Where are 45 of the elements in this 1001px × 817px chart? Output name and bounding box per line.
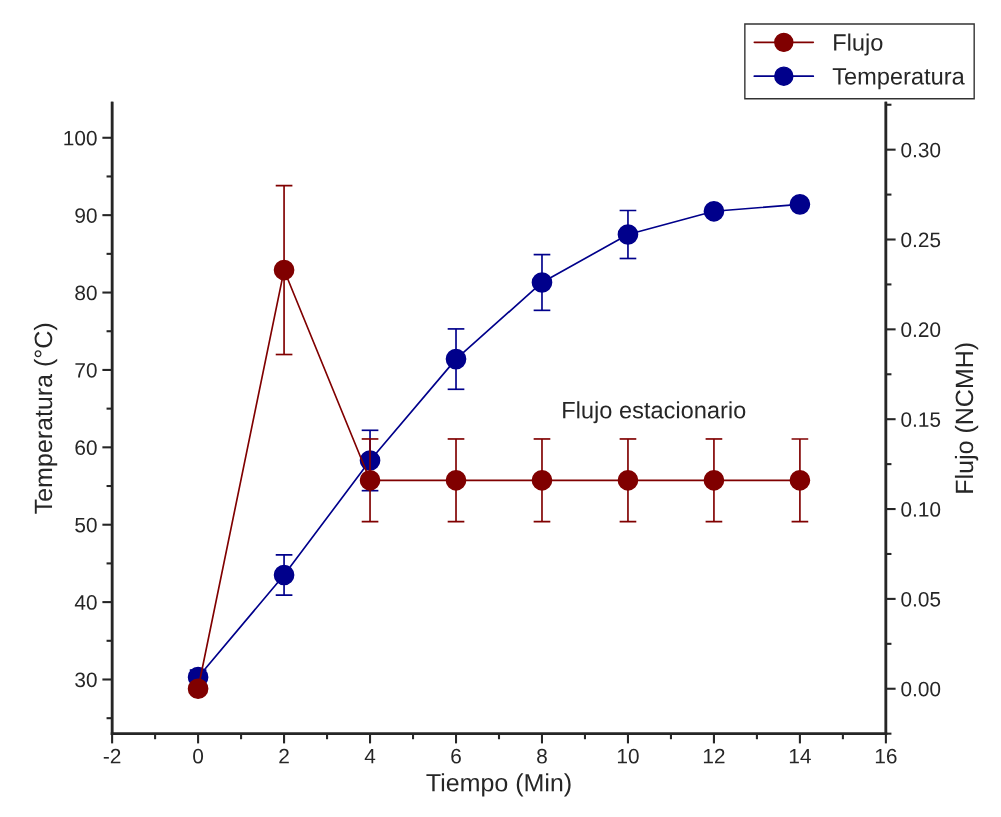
point bbox=[617, 469, 639, 491]
point bbox=[187, 678, 209, 700]
point bbox=[703, 469, 725, 491]
y2-tick-label: 0.20 bbox=[901, 322, 941, 338]
y2-axis-title: Flujo (NCMH) bbox=[954, 343, 979, 493]
y-tick-label: 60 bbox=[75, 440, 97, 456]
x-tick-label: 0 bbox=[193, 748, 204, 764]
legend-label: Flujo bbox=[834, 33, 883, 56]
y-tick-label: 70 bbox=[75, 362, 97, 378]
annotation: Flujo estacionario bbox=[563, 401, 746, 424]
point bbox=[273, 564, 295, 586]
point bbox=[445, 469, 467, 491]
y-axis-title: Temperatura (°C) bbox=[33, 323, 58, 514]
x-tick-label: 12 bbox=[703, 748, 725, 764]
x-tick-label: 14 bbox=[789, 749, 811, 764]
point bbox=[703, 200, 725, 222]
y-tick-label: 30 bbox=[75, 672, 97, 688]
y-tick-label: 80 bbox=[75, 285, 97, 301]
y2-tick-label: 0.25 bbox=[901, 232, 941, 248]
y2-tick-label: 0.00 bbox=[901, 681, 941, 697]
y2-tick-label: 0.30 bbox=[901, 142, 941, 158]
y-tick-label: 40 bbox=[74, 595, 97, 610]
x-tick-label: -2 bbox=[103, 748, 121, 764]
point bbox=[273, 259, 295, 281]
point bbox=[617, 224, 639, 245]
point bbox=[359, 469, 381, 491]
x-tick-label: 16 bbox=[875, 748, 897, 764]
x-tick-label: 2 bbox=[279, 748, 289, 764]
x-tick-label: 10 bbox=[617, 748, 639, 764]
legend-label: Temperatura bbox=[832, 68, 965, 90]
point bbox=[789, 193, 811, 215]
y-tick-label: 90 bbox=[75, 208, 97, 223]
y-tick-label: 50 bbox=[75, 517, 97, 533]
point bbox=[531, 469, 553, 491]
point bbox=[789, 469, 811, 491]
point bbox=[531, 272, 553, 293]
y2-tick-label: 0.15 bbox=[901, 412, 941, 427]
x-axis-title: Tiempo (Min) bbox=[426, 773, 571, 797]
y2-tick-label: 0.05 bbox=[901, 591, 941, 607]
x-tick-label: 8 bbox=[537, 748, 547, 764]
y-tick-label: 100 bbox=[64, 130, 97, 146]
point bbox=[445, 348, 467, 370]
y2-tick-label: 0.10 bbox=[901, 502, 941, 517]
x-tick-label: 6 bbox=[451, 748, 461, 764]
x-tick-label: 4 bbox=[364, 749, 376, 764]
